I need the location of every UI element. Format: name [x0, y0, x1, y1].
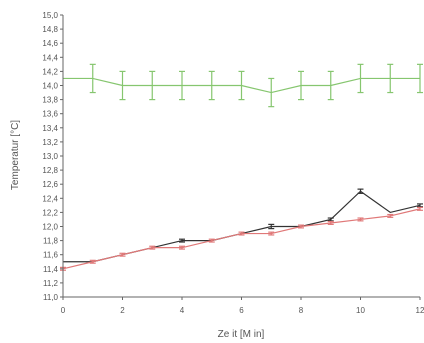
- y-tick-label: 11,2: [43, 279, 59, 288]
- y-tick-label: 11,0: [43, 293, 59, 302]
- y-tick-label: 13,2: [42, 138, 58, 147]
- x-tick-label: 0: [61, 306, 66, 315]
- series-line: [63, 209, 420, 269]
- y-tick-label: 11,8: [43, 237, 59, 246]
- x-tick-label: 4: [180, 306, 185, 315]
- y-tick-label: 14,0: [42, 82, 58, 91]
- y-axis-ticks: 11,0 11,2 11,4 11,6 11,8 12,0 12,2 12,4 12,6 12,8…: [42, 11, 63, 302]
- y-tick-label: 13,0: [42, 152, 58, 161]
- x-axis-title: Ze it [M in]: [218, 329, 265, 340]
- y-axis-title: Temperatur [°C]: [10, 120, 21, 190]
- series-3: [60, 207, 423, 270]
- y-tick-label: 12,8: [42, 166, 58, 175]
- y-tick-label: 13,4: [42, 124, 58, 133]
- y-tick-label: 14,8: [42, 25, 58, 34]
- y-tick-label: 14,6: [42, 39, 58, 48]
- y-tick-label: 14,2: [42, 67, 58, 76]
- series-line: [63, 191, 420, 262]
- x-tick-label: 12: [416, 306, 424, 315]
- y-tick-label: 13,6: [42, 110, 58, 119]
- series-1: [63, 64, 423, 106]
- x-tick-label: 6: [239, 306, 244, 315]
- y-tick-label: 11,4: [43, 265, 59, 274]
- x-axis-ticks: 0 2 4 6 8 10 12: [61, 297, 424, 315]
- y-tick-label: 13,8: [42, 96, 58, 105]
- x-tick-label: 10: [356, 306, 365, 315]
- y-tick-label: 14,4: [42, 53, 58, 62]
- x-tick-label: 2: [120, 306, 125, 315]
- series-2: [63, 189, 423, 262]
- y-tick-label: 12,0: [42, 223, 58, 232]
- y-tick-label: 12,4: [42, 194, 58, 203]
- series-layer: [60, 64, 423, 270]
- y-tick-label: 12,6: [42, 180, 58, 189]
- y-tick-label: 12,2: [42, 208, 58, 217]
- y-tick-label: 15,0: [42, 11, 58, 20]
- x-tick-label: 8: [299, 306, 304, 315]
- y-tick-label: 11,6: [43, 251, 59, 260]
